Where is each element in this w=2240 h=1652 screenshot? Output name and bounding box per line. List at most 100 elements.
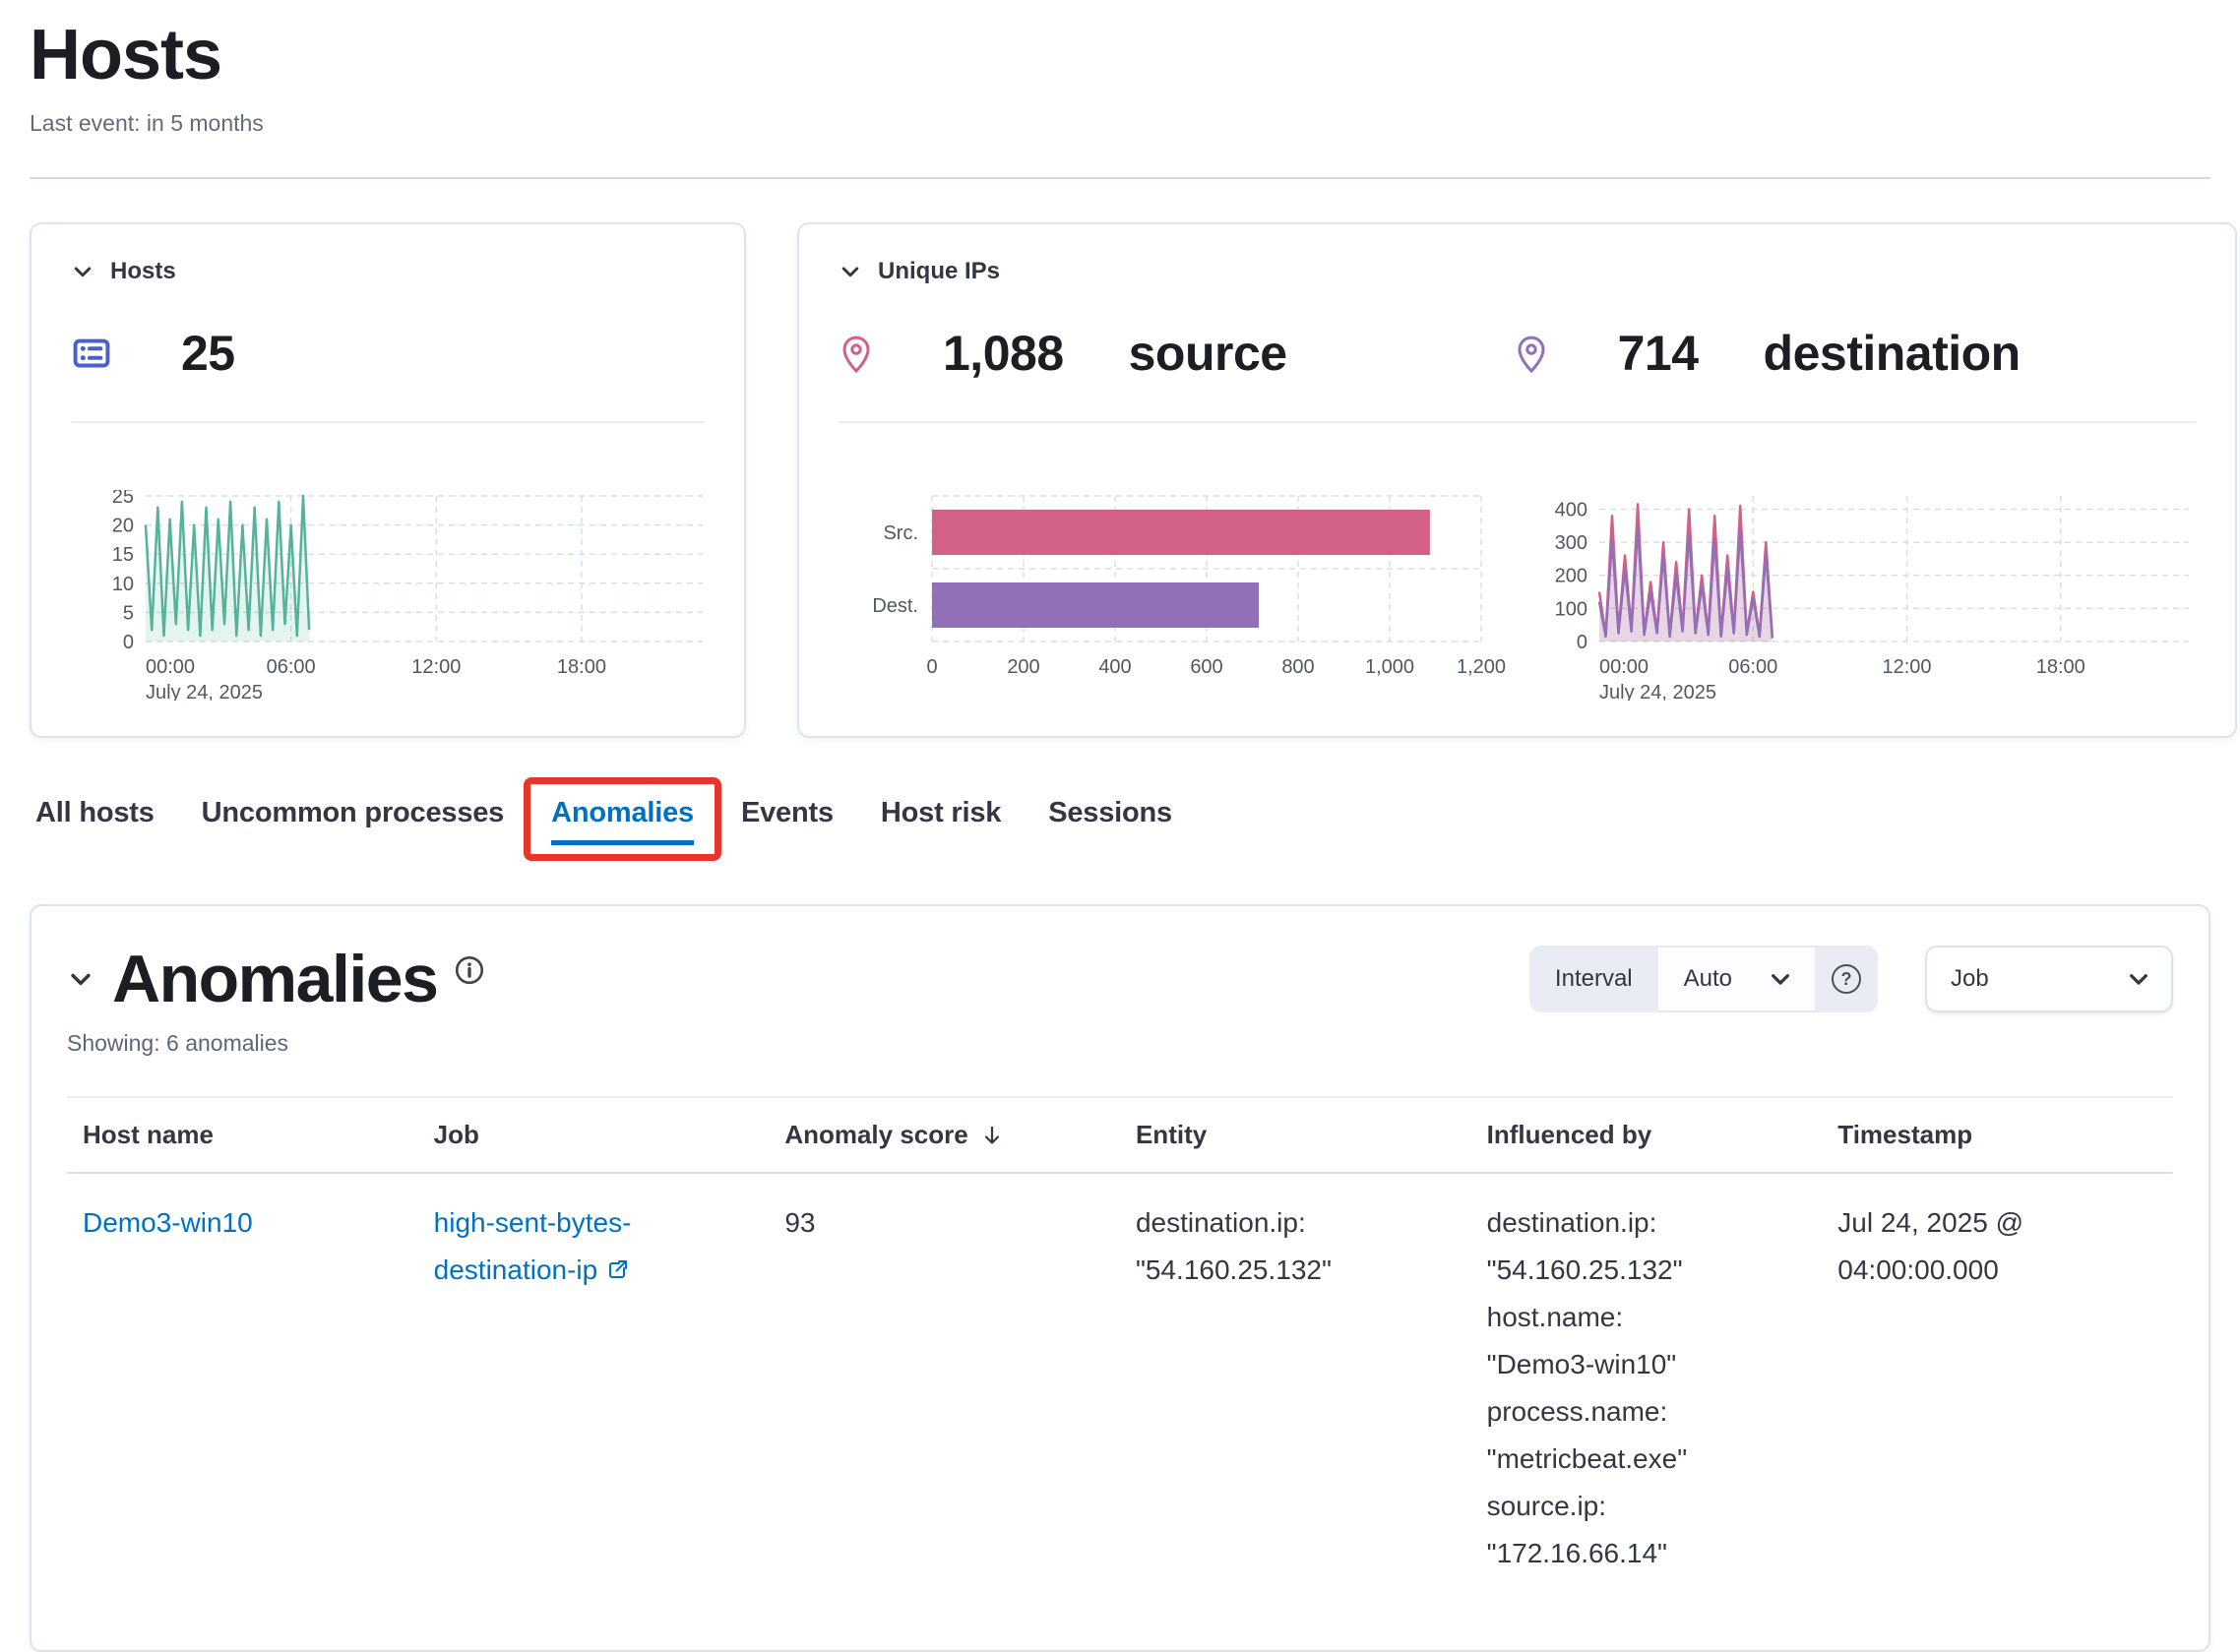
page-title: Hosts <box>30 16 222 94</box>
svg-text:400: 400 <box>1555 499 1587 520</box>
svg-text:Src.: Src. <box>883 522 918 544</box>
anomalies-title: Anomalies <box>112 942 439 1016</box>
svg-text:1,000: 1,000 <box>1365 656 1414 678</box>
hosts-area-chart: 0 5 10 15 20 25 00:00 July 24, 2025 06:00 12:00 18… <box>71 490 705 701</box>
destination-ips-count: 714 <box>1617 326 1699 381</box>
column-header-entity: Entity <box>1119 1096 1471 1174</box>
column-header-anomaly-score[interactable]: Anomaly score <box>769 1096 1120 1174</box>
svg-text:800: 800 <box>1281 656 1314 678</box>
destination-ips-metric: 714 destination <box>1514 325 2021 382</box>
svg-text:100: 100 <box>1555 598 1587 620</box>
column-header-host-name: Host name <box>67 1096 418 1174</box>
svg-text:Dest.: Dest. <box>872 595 918 617</box>
chevron-down-icon <box>841 267 859 277</box>
storage-icon <box>73 338 110 368</box>
svg-text:00:00: 00:00 <box>1599 656 1649 678</box>
hosts-count: 25 <box>181 326 235 381</box>
svg-text:July 24, 2025: July 24, 2025 <box>146 682 263 701</box>
svg-text:12:00: 12:00 <box>1882 656 1931 678</box>
unique-ips-panel: Unique IPs 1,088 source 714 <box>797 222 2237 738</box>
anomalies-table: Host name Job Anomaly score Entity Influ… <box>67 1096 2173 1597</box>
svg-text:July 24, 2025: July 24, 2025 <box>1599 682 1716 701</box>
source-ips-label: source <box>1128 326 1287 381</box>
tab-uncommon-processes[interactable]: Uncommon processes <box>202 797 505 845</box>
chevron-down-icon <box>74 267 92 277</box>
interval-selected-value: Auto <box>1683 965 1732 992</box>
column-header-job: Job <box>417 1096 770 1174</box>
svg-text:00:00: 00:00 <box>146 656 195 678</box>
anomalies-tab-wrapper: Anomalies <box>524 777 721 861</box>
page-header: Hosts Last event: in 5 months <box>30 16 2210 179</box>
destination-ips-label: destination <box>1763 326 2022 381</box>
svg-text:20: 20 <box>112 516 134 537</box>
host-name-link[interactable]: Demo3-win10 <box>83 1207 253 1238</box>
svg-text:12:00: 12:00 <box>411 656 461 678</box>
chevron-down-icon <box>1772 974 1789 985</box>
table-header-row: Host name Job Anomaly score Entity Influ… <box>67 1096 2173 1174</box>
timestamp-cell: Jul 24, 2025 @ 04:00:00.000 <box>1837 1207 2024 1285</box>
svg-text:18:00: 18:00 <box>557 656 606 678</box>
tab-anomalies[interactable]: Anomalies <box>551 797 694 845</box>
interval-select[interactable]: Auto <box>1658 946 1815 1012</box>
job-link[interactable]: high-sent-bytes-destination-ip <box>434 1207 632 1285</box>
chevron-down-icon <box>2130 974 2147 985</box>
svg-text:400: 400 <box>1098 656 1131 678</box>
sort-descending-icon <box>984 1126 999 1144</box>
svg-text:10: 10 <box>112 574 134 595</box>
anomaly-score-header-label: Anomaly score <box>784 1120 968 1149</box>
hosts-tab-bar: All hosts Uncommon processes Anomalies E… <box>35 777 2210 861</box>
column-header-timestamp: Timestamp <box>1822 1096 2173 1174</box>
kpi-row: Hosts 25 0 5 10 15 20 25 00:00 July 24, 2025 06:… <box>30 222 2237 738</box>
info-icon[interactable] <box>455 955 484 985</box>
entity-cell: destination.ip: "54.160.25.132" <box>1135 1207 1332 1285</box>
job-select[interactable]: Job <box>1925 946 2173 1012</box>
unique-ips-bar-chart: 0 200 400 600 800 1,000 1,200 Src. Dest. <box>839 490 1527 701</box>
svg-text:18:00: 18:00 <box>2036 656 2085 678</box>
tab-events[interactable]: Events <box>741 797 834 845</box>
anomalies-controls: Interval Auto Job <box>1528 946 2173 1012</box>
question-mark-icon <box>1832 964 1861 994</box>
anomalies-header: Anomalies Interval Auto <box>67 942 2173 1016</box>
anomaly-table-row: Demo3-win10 high-sent-bytes-destination-… <box>67 1173 2173 1597</box>
svg-text:1,200: 1,200 <box>1457 656 1506 678</box>
unique-ips-metrics: 1,088 source 714 destination <box>839 321 2196 386</box>
svg-text:200: 200 <box>1555 566 1587 587</box>
svg-text:15: 15 <box>112 544 134 566</box>
anomalies-collapse-toggle[interactable]: Anomalies <box>67 942 439 1016</box>
svg-text:300: 300 <box>1555 532 1587 554</box>
chevron-down-icon <box>71 973 91 986</box>
hosts-kpi-panel: Hosts 25 0 5 10 15 20 25 00:00 July 24, 2025 06:… <box>30 222 746 738</box>
interval-help-button[interactable] <box>1815 946 1878 1012</box>
svg-text:600: 600 <box>1190 656 1222 678</box>
svg-text:06:00: 06:00 <box>267 656 316 678</box>
panel-divider <box>839 421 2196 423</box>
job-link-label: high-sent-bytes-destination-ip <box>433 1207 632 1285</box>
unique-ips-line-chart: 0 100 200 300 400 00:00 July 24, 2025 06:00 12:0… <box>1527 490 2196 701</box>
svg-text:0: 0 <box>123 632 134 653</box>
unique-ips-charts: 0 200 400 600 800 1,000 1,200 Src. Dest. 0 100 200… <box>839 490 2196 701</box>
anomaly-score-cell: 93 <box>784 1207 816 1238</box>
interval-control-group: Interval Auto <box>1528 946 1878 1012</box>
source-ips-count: 1,088 <box>943 326 1064 381</box>
anomalies-showing-count: Showing: 6 anomalies <box>67 1030 289 1056</box>
svg-text:200: 200 <box>1007 656 1039 678</box>
interval-label: Interval <box>1528 946 1658 1012</box>
svg-text:25: 25 <box>112 490 134 508</box>
map-pin-icon <box>842 336 870 374</box>
anomalies-panel: Anomalies Interval Auto <box>30 904 2210 1652</box>
external-link-icon <box>609 1260 628 1278</box>
job-select-label: Job <box>1951 965 1989 992</box>
svg-text:5: 5 <box>123 602 134 624</box>
tab-all-hosts[interactable]: All hosts <box>35 797 155 845</box>
panel-divider <box>71 421 705 423</box>
map-pin-icon <box>1518 336 1545 374</box>
unique-ips-panel-toggle[interactable]: Unique IPs <box>839 258 1000 285</box>
influenced-by-cell: destination.ip: "54.160.25.132" host.nam… <box>1486 1207 1688 1568</box>
hosts-panel-toggle[interactable]: Hosts <box>71 258 176 285</box>
hosts-panel-title: Hosts <box>110 258 176 284</box>
tab-host-risk[interactable]: Host risk <box>881 797 1002 845</box>
svg-text:0: 0 <box>1577 632 1587 653</box>
tab-sessions[interactable]: Sessions <box>1048 797 1172 845</box>
column-header-influenced-by: Influenced by <box>1470 1096 1823 1174</box>
